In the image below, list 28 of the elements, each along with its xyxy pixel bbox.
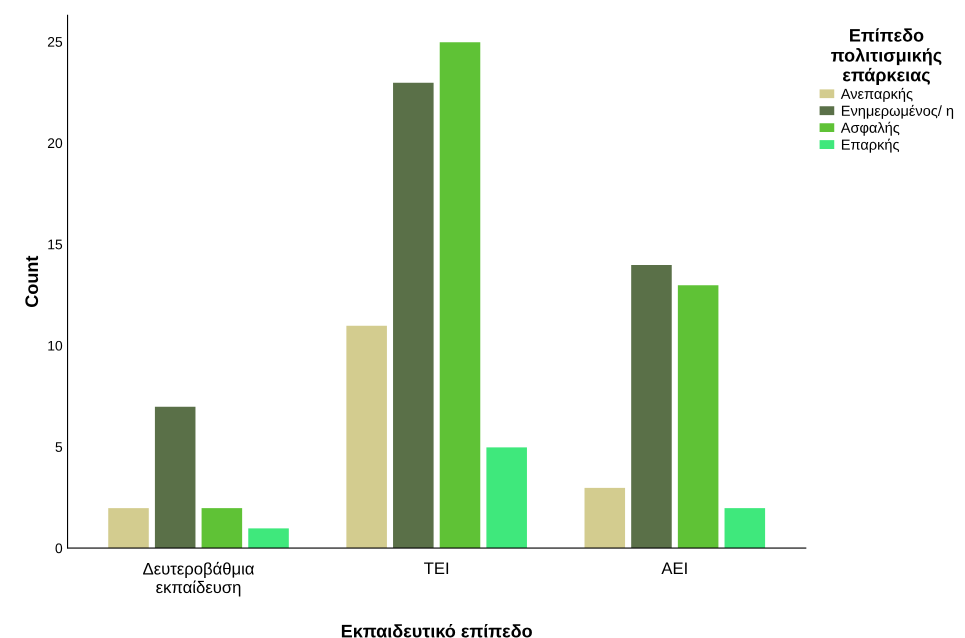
legend-label: Ανεπαρκής [840, 88, 913, 102]
y-tick-label: 0 [56, 543, 62, 554]
y-tick-label: 10 [48, 340, 62, 351]
y-tick-label: 25 [48, 36, 62, 47]
bar [630, 264, 673, 548]
bar [485, 446, 528, 548]
bar [154, 406, 197, 548]
bar [247, 527, 290, 548]
legend-label: Ενημερωμένος/ η [842, 104, 954, 119]
x-axis-title: Εκπαιδευτικό επίπεδο [342, 624, 532, 638]
y-tick-label: 15 [48, 240, 62, 250]
y-axis-title: Count [25, 256, 38, 308]
bar [723, 506, 766, 548]
bar [438, 41, 482, 548]
legend-label: Ασφαλής [840, 122, 900, 136]
bar [392, 82, 435, 548]
y-tick-label: 5 [56, 442, 62, 452]
bar [676, 284, 720, 548]
x-tick-label: ΑΕΙ [661, 562, 687, 574]
legend-title: Επίπεδο πολιτισμικής επάρκειας [831, 28, 942, 85]
x-tick-label: ΤΕΙ [424, 562, 448, 574]
bar [345, 324, 388, 548]
bar [583, 486, 626, 548]
bar [200, 506, 244, 548]
legend-label: Επαρκής [842, 138, 900, 153]
bar [107, 506, 150, 548]
x-tick-label: Δευτεροβάθμια εκπαίδευση [143, 562, 254, 596]
y-tick-label: 20 [48, 138, 62, 148]
